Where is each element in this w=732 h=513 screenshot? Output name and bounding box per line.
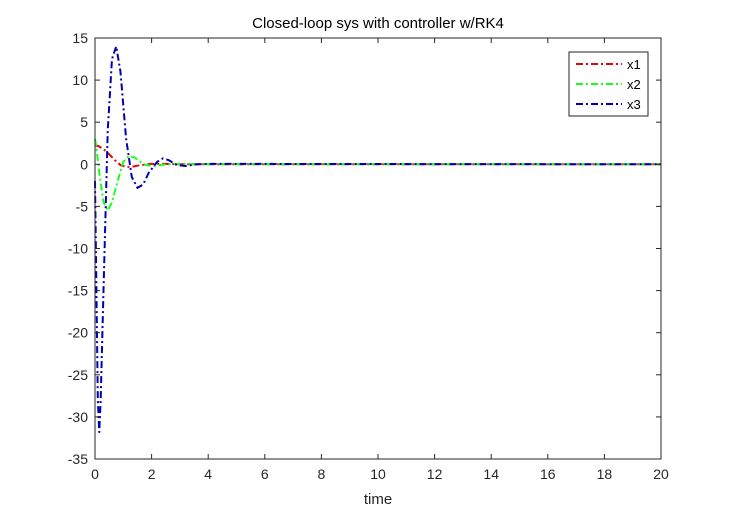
y-tick-label: -5 — [76, 198, 89, 214]
legend-label-x2: x2 — [627, 77, 641, 92]
legend-label-x3: x3 — [627, 97, 641, 112]
legend: x1 x2 x3 — [568, 51, 649, 117]
y-tick-label: 5 — [80, 114, 88, 130]
y-tick-label: 10 — [72, 72, 88, 88]
plot-area — [95, 38, 661, 459]
legend-label-x1: x1 — [627, 57, 641, 72]
x-tick-label: 4 — [204, 466, 212, 482]
x-axis-label: time — [364, 491, 392, 508]
x-tick-label: 16 — [540, 466, 556, 482]
y-tick-label: -30 — [68, 409, 88, 425]
y-tick-label: 15 — [72, 30, 88, 46]
x-tick-label: 10 — [370, 466, 386, 482]
y-tick-label: 0 — [80, 156, 88, 172]
y-tick-label: -15 — [68, 283, 88, 299]
series-line-x3 — [94, 45, 662, 434]
y-tick-label: -20 — [68, 325, 88, 341]
x-tick-label: 6 — [261, 466, 269, 482]
legend-items: x1 x2 x3 — [576, 57, 641, 112]
chart-title: Closed-loop sys with controller w/RK4 — [252, 15, 504, 32]
y-tick-label: -25 — [68, 367, 88, 383]
x-tick-label: 20 — [653, 466, 669, 482]
x-tick-label: 8 — [318, 466, 326, 482]
series-layer — [94, 45, 662, 434]
x-tick-label: 14 — [483, 466, 499, 482]
y-tick-label: -35 — [68, 451, 88, 467]
series-line-x1 — [95, 144, 661, 168]
series-line-x2 — [94, 138, 661, 212]
y-ticks: 15 10 5 0 -5 -10 -15 -20 -25 -30 -35 — [68, 30, 661, 467]
y-tick-label: -10 — [68, 241, 88, 257]
x-tick-label: 12 — [427, 466, 443, 482]
x-tick-label: 2 — [148, 466, 156, 482]
x-ticks: 0 2 4 6 8 10 12 14 16 18 20 — [91, 38, 669, 482]
x-tick-label: 0 — [91, 466, 99, 482]
x-tick-label: 18 — [597, 466, 613, 482]
